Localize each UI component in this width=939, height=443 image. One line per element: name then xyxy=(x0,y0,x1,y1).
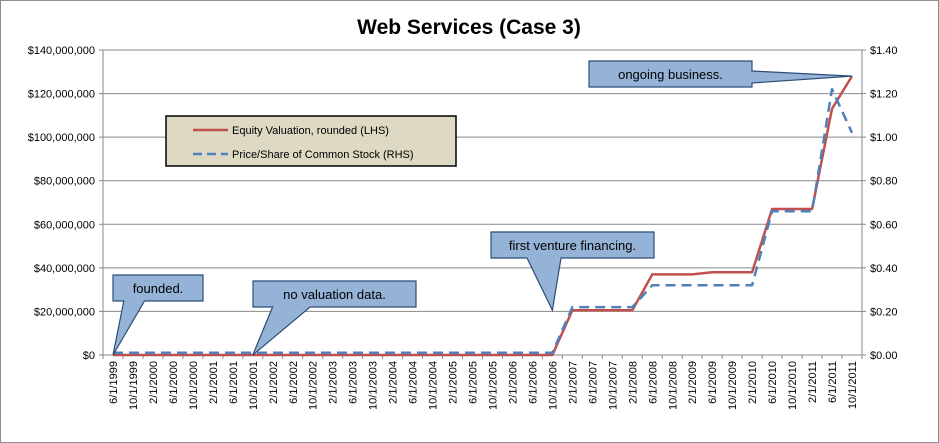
x-tick-label: 2/1/2004 xyxy=(388,361,400,404)
x-tick-label: 2/1/2011 xyxy=(807,361,819,403)
series-line-price xyxy=(113,87,854,355)
right-tick-label: $0.00 xyxy=(870,350,898,362)
callout-box xyxy=(252,280,417,356)
x-tick-label: 10/1/2002 xyxy=(308,361,320,410)
x-axis-ticks: 6/1/1999 10/1/1999 2/1/2000 6/1/2000 10/1/20… xyxy=(102,355,863,410)
x-tick-label: 10/1/2007 xyxy=(607,361,619,410)
x-tick-label: 10/1/2000 xyxy=(188,361,200,410)
left-tick-label: $100,000,000 xyxy=(28,132,95,144)
x-tick-label: 10/1/2005 xyxy=(487,361,499,410)
x-tick-label: 2/1/2000 xyxy=(148,361,160,404)
right-tick-label: $0.60 xyxy=(870,219,898,231)
callout-box xyxy=(112,274,204,356)
x-tick-label: 2/1/2010 xyxy=(747,361,759,404)
legend-label-equity: Equity Valuation, rounded (LHS) xyxy=(232,125,389,137)
callout-label: ongoing business. xyxy=(618,67,723,82)
x-tick-label: 6/1/2011 xyxy=(827,361,839,403)
right-tick-label: $1.40 xyxy=(870,45,898,57)
x-tick-label: 10/1/2011 xyxy=(847,361,859,409)
right-tick-label: $0.40 xyxy=(870,263,898,275)
series-lines xyxy=(113,75,854,357)
x-tick-label: 2/1/2008 xyxy=(627,361,639,404)
left-tick-label: $140,000,000 xyxy=(28,45,95,57)
x-tick-label: 6/1/2005 xyxy=(468,361,480,404)
right-tick-label: $1.20 xyxy=(870,89,898,101)
legend-box xyxy=(165,115,457,167)
right-tick-label: $0.80 xyxy=(870,176,898,188)
x-tick-label: 6/1/2008 xyxy=(647,361,659,404)
x-tick-label: 2/1/2002 xyxy=(268,361,280,404)
right-tick-label: $0.20 xyxy=(870,306,898,318)
x-tick-label: 2/1/2009 xyxy=(687,361,699,404)
x-tick-label: 6/1/2000 xyxy=(168,361,180,404)
x-tick-label: 2/1/2007 xyxy=(567,361,579,404)
chart-title: Web Services (Case 3) xyxy=(357,16,581,39)
left-tick-label: $0 xyxy=(83,350,95,362)
x-tick-label: 6/1/2002 xyxy=(288,361,300,404)
x-tick-label: 2/1/2003 xyxy=(328,361,340,404)
x-tick-label: 2/1/2006 xyxy=(507,361,519,404)
x-tick-label: 10/1/2009 xyxy=(727,361,739,410)
x-tick-label: 6/1/2006 xyxy=(527,361,539,404)
x-tick-label: 6/1/2007 xyxy=(587,361,599,404)
x-tick-label: 10/1/2001 xyxy=(248,361,260,410)
left-tick-label: $60,000,000 xyxy=(34,219,95,231)
x-tick-label: 10/1/2006 xyxy=(547,361,559,410)
left-tick-label: $40,000,000 xyxy=(34,263,95,275)
legend: Equity Valuation, rounded (LHS) Price/Sh… xyxy=(165,115,457,167)
x-tick-label: 6/1/1999 xyxy=(108,361,120,404)
callout-label: founded. xyxy=(133,281,184,296)
x-tick-label: 10/1/1999 xyxy=(128,361,140,410)
callout-box xyxy=(588,60,853,88)
callouts: founded. no valuation data. first venture … xyxy=(112,60,853,356)
callout-label: first venture financing. xyxy=(509,238,636,253)
x-tick-label: 2/1/2005 xyxy=(448,361,460,404)
x-tick-label: 2/1/2001 xyxy=(208,361,220,404)
left-tick-label: $20,000,000 xyxy=(34,306,95,318)
series-line-equity xyxy=(113,75,854,357)
x-tick-label: 10/1/2003 xyxy=(368,361,380,410)
x-tick-label: 6/1/2009 xyxy=(707,361,719,404)
x-tick-label: 6/1/2003 xyxy=(348,361,360,404)
left-tick-label: $120,000,000 xyxy=(28,89,95,101)
x-tick-label: 6/1/2004 xyxy=(408,361,420,404)
left-axis-ticks: $0 $20,000,000 $40,000,000 $60,000,000 $80,0… xyxy=(28,45,103,362)
x-tick-label: 10/1/2010 xyxy=(787,361,799,410)
x-tick-label: 6/1/2001 xyxy=(228,361,240,404)
x-tick-label: 10/1/2008 xyxy=(667,361,679,410)
right-axis-ticks: $0.00 $0.20 $0.40 $0.60 $0.80 $1.00 $1.20 $1.40 xyxy=(862,45,898,362)
x-tick-label: 6/1/2010 xyxy=(767,361,779,404)
x-tick-label: 10/1/2004 xyxy=(428,361,440,410)
callout-box xyxy=(490,231,655,313)
callout-label: no valuation data. xyxy=(283,287,386,302)
right-tick-label: $1.00 xyxy=(870,132,898,144)
left-tick-label: $80,000,000 xyxy=(34,176,95,188)
legend-label-price: Price/Share of Common Stock (RHS) xyxy=(232,149,414,161)
